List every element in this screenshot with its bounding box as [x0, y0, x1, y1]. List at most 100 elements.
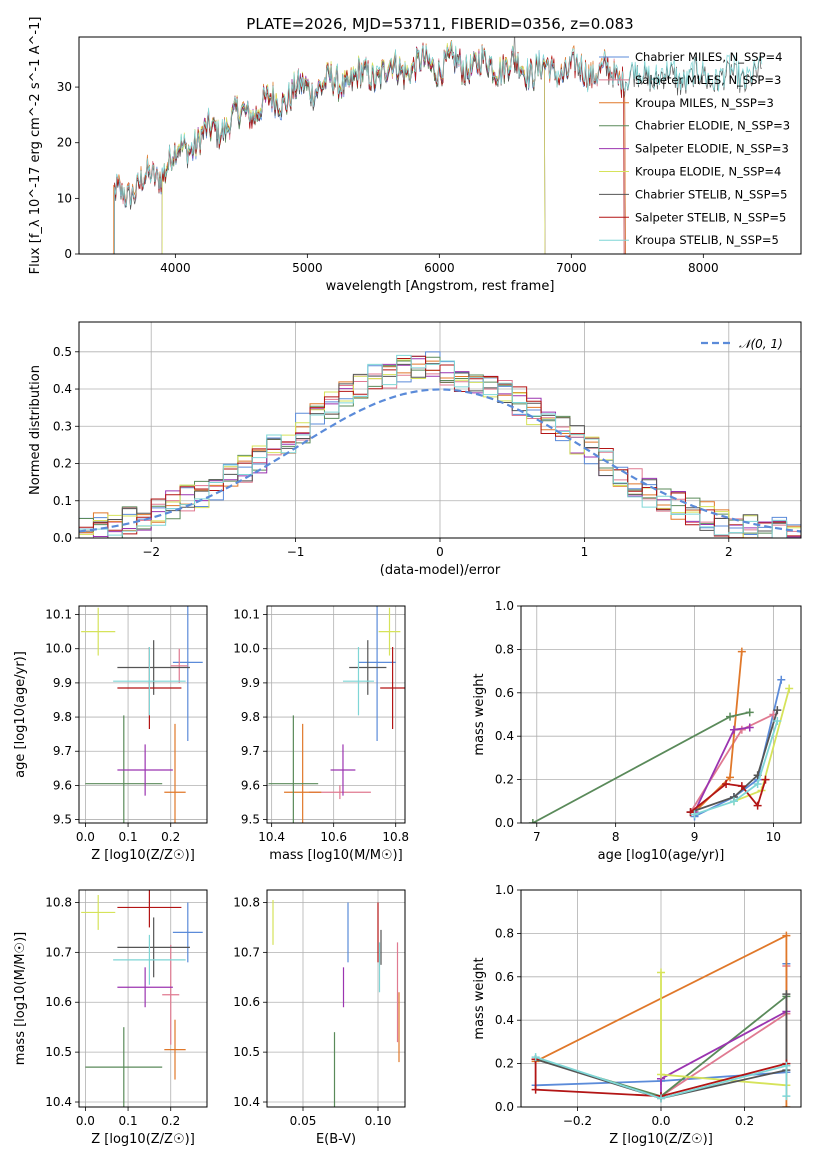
spectrum-emission-line [512, 37, 517, 71]
legend-label: Chabrier STELIB, N_SSP=5 [635, 187, 787, 201]
y-tick-label: 0 [64, 247, 72, 261]
series-line-kroupa-stelib [535, 1056, 788, 1100]
y-tick-label: 9.8 [241, 710, 260, 724]
y-tick-label: 10.6 [45, 995, 72, 1009]
age_vs_mass-plot-area [268, 606, 405, 823]
y-tick-label: 10 [57, 191, 72, 205]
series-marker [737, 647, 746, 656]
y-tick-label: 10.6 [233, 995, 260, 1009]
x-tick-label: −1 [287, 545, 305, 559]
normal-curve [79, 388, 801, 533]
y-tick-label: 0.2 [53, 457, 72, 471]
x-tick-label: 0.2 [161, 830, 180, 844]
x-tick-label: 8 [612, 830, 620, 844]
y-tick-label: 9.5 [53, 813, 72, 827]
series-marker [773, 717, 782, 726]
y-tick-label: 10.7 [45, 945, 72, 959]
spectrum-line-kroupa-miles [112, 40, 626, 254]
series-line-salpeter-stelib [534, 1059, 787, 1098]
y-tick-label: 10.8 [45, 895, 72, 909]
y-tick-label: 0.1 [53, 494, 72, 508]
legend-label: Salpeter ELODIE, N_SSP=3 [635, 142, 789, 156]
y-tick-label: 0.0 [53, 531, 72, 545]
axes-frame [78, 321, 802, 539]
y-tick-label: 10.1 [233, 608, 260, 622]
series-marker [782, 1061, 791, 1070]
x-tick-label: 7 [533, 830, 541, 844]
mass_vs_ebv-panel: 0.05 0.10 10.4 10.5 10.6 10.7 10.8 E(B-V) [233, 889, 406, 1147]
legend-label: Chabrier MILES, N_SSP=4 [635, 50, 782, 64]
x-tick-label: 0.2 [161, 1114, 180, 1128]
x-axis-label: mass [log10(M/M☉)] [269, 848, 402, 863]
x-tick-label: 10 [766, 830, 781, 844]
y-tick-label: 0.3 [53, 419, 72, 433]
weight_vs_age-panel: 7 8 9 10 0.0 0.2 0.4 0.6 0.8 1.0 age [log10(age/yr… [472, 599, 802, 863]
legend-label: Kroupa STELIB, N_SSP=5 [635, 233, 779, 247]
y-tick-label: 20 [57, 136, 72, 150]
age_vs_Z-panel: 0.0 0.1 0.2 9.5 9.6 9.7 9.8 9.9 10.0 10.1 Z [log10… [13, 605, 208, 863]
y-tick-label: 0.2 [495, 773, 514, 787]
series-marker [761, 775, 770, 784]
x-tick-label: 0.10 [365, 1114, 392, 1128]
series-marker [722, 779, 731, 788]
series-marker [726, 773, 735, 782]
weight_vs_Z-plot-area [531, 931, 791, 1107]
x-tick-label: 0.1 [119, 830, 138, 844]
x-axis-label: Z [log10(Z/Z☉)] [91, 848, 195, 863]
y-tick-label: 9.5 [241, 813, 260, 827]
legend-label: Salpeter MILES, N_SSP=3 [635, 73, 781, 87]
series-marker [657, 968, 665, 977]
y-axis-label: Flux [f_λ 10^-17 erg cm^-2 s^-1 A^-1] [28, 17, 43, 275]
y-tick-label: 9.9 [241, 676, 260, 690]
series-line-chabrier-miles [694, 679, 783, 818]
series-marker [657, 1094, 665, 1103]
x-tick-label: 4000 [160, 261, 191, 275]
y-axis-label: Normed distribution [28, 365, 43, 495]
x-axis-label: age [log10(age/yr)] [598, 848, 725, 863]
x-tick-label: 0.0 [76, 1114, 95, 1128]
y-axis-label: age [log10(age/yr)] [13, 651, 28, 778]
y-tick-label: 9.7 [53, 744, 72, 758]
legend-label: 𝒩(0, 1) [739, 337, 783, 351]
series-marker [745, 723, 754, 732]
x-tick-label: 0.1 [119, 1114, 138, 1128]
x-tick-label: −0.2 [563, 1114, 592, 1128]
axes-frame [266, 605, 406, 824]
series-marker [745, 708, 754, 717]
histogram-kroupa-miles [79, 360, 801, 538]
series-line-chabrier-stelib [535, 994, 788, 1100]
age_vs_Z-plot-area [81, 606, 203, 823]
y-tick-label: 10.0 [45, 642, 72, 656]
mass_vs_Z-plot-area [81, 890, 203, 1107]
legend-label: Kroupa MILES, N_SSP=3 [635, 96, 774, 110]
x-tick-label: 10.8 [382, 830, 409, 844]
x-tick-label: 10.4 [258, 830, 285, 844]
x-axis-label: E(B-V) [316, 1132, 356, 1147]
legend-label: Salpeter STELIB, N_SSP=5 [635, 210, 786, 224]
y-tick-label: 10.4 [45, 1095, 72, 1109]
legend-label: Chabrier ELODIE, N_SSP=3 [635, 119, 790, 133]
axes-frame [78, 889, 208, 1108]
y-tick-label: 1.0 [495, 883, 514, 897]
y-tick-label: 9.9 [53, 676, 72, 690]
y-tick-label: 9.6 [53, 778, 72, 792]
y-tick-label: 10.7 [233, 945, 260, 959]
series-marker [726, 712, 735, 721]
series-marker [729, 725, 738, 734]
axes-frame [78, 36, 802, 255]
series-marker [690, 810, 699, 819]
y-tick-label: 0.6 [495, 686, 514, 700]
x-axis-label: Z [log10(Z/Z☉)] [91, 1132, 195, 1147]
residuals-panel: −2 −1 0 1 2 0.0 0.1 0.2 0.3 0.4 0.5 (data-model)/er… [28, 321, 802, 578]
x-tick-label: 8000 [688, 261, 719, 275]
series-marker [773, 706, 782, 715]
x-axis-label: wavelength [Angstrom, rest frame] [326, 279, 555, 294]
y-tick-label: 0.6 [495, 970, 514, 984]
x-tick-label: 10.6 [320, 830, 347, 844]
axes-frame [78, 605, 208, 824]
y-tick-label: 0.4 [53, 382, 72, 396]
y-axis-label: mass [log10(M/M☉)] [13, 932, 28, 1065]
x-tick-label: 1 [581, 545, 589, 559]
